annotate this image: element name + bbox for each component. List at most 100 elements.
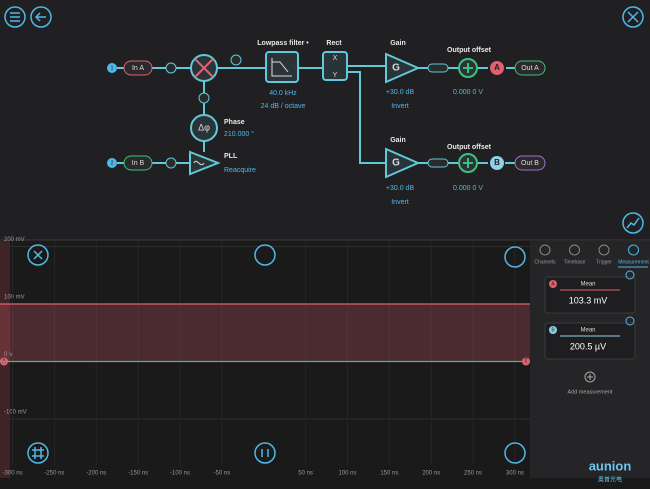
phase-title: Phase <box>224 119 245 126</box>
offset-value[interactable]: 0.000 0 V <box>453 185 483 192</box>
pll-action[interactable]: Reacquire <box>224 167 256 174</box>
tab-label[interactable]: Measurement <box>618 259 649 265</box>
measurement-label: Mean <box>580 328 595 334</box>
output-pill[interactable] <box>514 60 546 76</box>
gain-title: Gain <box>390 137 406 144</box>
tab-icon[interactable] <box>598 244 610 256</box>
rect-y: Y <box>333 72 338 79</box>
add-label[interactable]: Add measurement <box>568 389 613 395</box>
phase-block[interactable] <box>190 114 218 142</box>
sidebar-content: Channels Timebase Trigger Measurement A Mean 1… <box>534 244 649 395</box>
plus-icon <box>463 158 473 168</box>
invert[interactable]: Invert <box>391 103 409 110</box>
x-tick-label: 50 ns <box>298 471 313 477</box>
tab-icon[interactable] <box>539 244 551 256</box>
close-button[interactable] <box>27 244 49 266</box>
y-tick-label: 0 V <box>4 352 13 358</box>
gain-block[interactable] <box>385 147 421 179</box>
lowpass-cutoff[interactable]: 40.0 kHz <box>269 90 297 97</box>
gain-block[interactable] <box>385 52 421 84</box>
toolbar <box>4 6 644 234</box>
invert[interactable]: Invert <box>391 199 409 206</box>
rect-x: X <box>333 55 338 62</box>
x-tick-label: 200 ns <box>422 471 440 477</box>
output-pill[interactable] <box>514 155 546 171</box>
measurement-value: 103.3 mV <box>569 295 608 305</box>
measurement-card[interactable] <box>544 276 636 314</box>
lowpass-block[interactable] <box>265 51 299 83</box>
node[interactable] <box>427 158 449 168</box>
menu-button[interactable] <box>4 6 26 28</box>
input-2[interactable] <box>107 158 117 168</box>
input-number: 2 <box>111 160 114 166</box>
x-tick-label: -50 ns <box>214 471 231 477</box>
scope-controls <box>27 244 526 464</box>
offset-title: Output offset <box>447 47 492 54</box>
remove-button[interactable] <box>625 270 635 280</box>
pause-button[interactable] <box>254 442 276 464</box>
tab-icon[interactable] <box>569 244 580 256</box>
channel-badge <box>490 156 504 170</box>
back-button[interactable] <box>30 6 52 28</box>
gain-symbol: G <box>392 158 400 169</box>
mixer-icon <box>194 58 214 78</box>
badge-label: B <box>551 327 555 333</box>
output-label[interactable]: Out B <box>521 160 539 167</box>
add-button[interactable] <box>584 371 596 383</box>
tab-label[interactable]: Timebase <box>564 259 586 265</box>
x-tick-label: -100 ns <box>170 471 190 477</box>
trigger-label: T <box>524 359 528 365</box>
tab-icon[interactable] <box>628 244 639 256</box>
collapse-button[interactable] <box>504 442 526 464</box>
offset-value[interactable]: 0.000 0 V <box>453 89 483 96</box>
remove-button[interactable] <box>625 316 635 326</box>
rect-block[interactable] <box>322 51 348 81</box>
node[interactable] <box>165 62 177 74</box>
x-tick-label: 300 ns <box>506 471 524 477</box>
y-tick-label: -100 mV <box>4 410 27 416</box>
add-icon <box>587 374 593 380</box>
pause-icon <box>261 449 269 457</box>
measurement-card[interactable] <box>544 322 636 360</box>
grid-button[interactable] <box>27 442 49 464</box>
x-tick-label: 100 ns <box>338 471 356 477</box>
lowpass-title[interactable]: Lowpass filter • <box>257 40 309 47</box>
menu-icon <box>10 12 20 22</box>
x-tick-label: 150 ns <box>380 471 398 477</box>
tools-icon <box>627 11 639 23</box>
phase-value[interactable]: 210.000 ° <box>224 130 254 138</box>
swap-button[interactable] <box>504 246 526 268</box>
cloud-button[interactable] <box>254 244 276 266</box>
chart-icon <box>626 217 640 229</box>
trace-band <box>0 304 530 362</box>
grid-icon <box>32 447 44 459</box>
tab-label[interactable]: Trigger <box>596 259 612 265</box>
input-pill[interactable] <box>123 60 153 76</box>
plus-icon <box>463 63 473 73</box>
node[interactable] <box>427 63 449 73</box>
tab-label[interactable]: Channels <box>534 259 556 265</box>
gain-title: Gain <box>390 40 406 47</box>
node[interactable] <box>230 54 242 66</box>
node[interactable] <box>165 157 177 169</box>
y-tick-label: 100 mV <box>4 295 25 301</box>
lowpass-slope[interactable]: 24 dB / octave <box>261 103 306 110</box>
phase-symbol: Δφ <box>198 122 210 132</box>
x-tick-label: -150 ns <box>128 471 148 477</box>
blocks: 1 In A 2 In B Lowpass filter • 40.0 kHz … <box>107 40 348 176</box>
gain-value[interactable]: +30.0 dB <box>386 89 415 96</box>
measurement-value: 200.5 µV <box>570 341 606 351</box>
output-label[interactable]: Out A <box>521 65 539 72</box>
chart-button[interactable] <box>622 212 644 234</box>
watermark-sub: 奥普光电 <box>598 476 622 484</box>
tools-button[interactable] <box>622 6 644 28</box>
plot: 200 mV 100 mV 0 V -100 mV -300 ns -250 ns -200… <box>0 237 530 478</box>
gain-value[interactable]: +30.0 dB <box>386 185 415 192</box>
input-label: In A <box>132 65 144 72</box>
node[interactable] <box>198 92 210 104</box>
input-1[interactable] <box>107 63 117 73</box>
input-pill[interactable] <box>123 155 153 171</box>
gain-symbol: G <box>392 63 400 74</box>
channel-badge <box>549 280 557 288</box>
